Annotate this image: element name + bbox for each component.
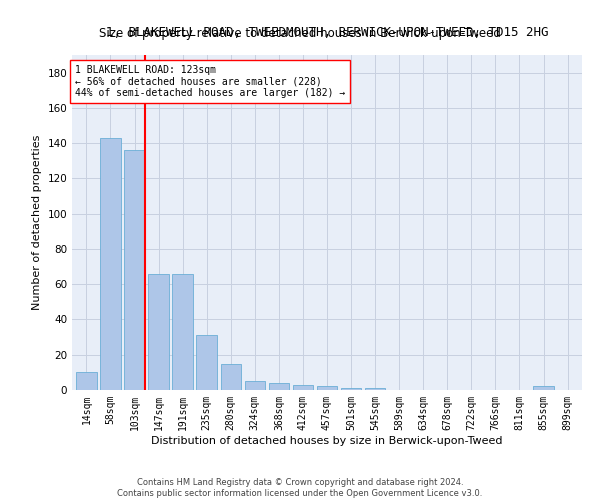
X-axis label: Distribution of detached houses by size in Berwick-upon-Tweed: Distribution of detached houses by size … (151, 436, 503, 446)
Text: 1 BLAKEWELL ROAD: 123sqm
← 56% of detached houses are smaller (228)
44% of semi-: 1 BLAKEWELL ROAD: 123sqm ← 56% of detach… (74, 65, 345, 98)
Bar (269, 383, 289, 390)
Title: 1, BLAKEWELL ROAD, TWEEDMOUTH, BERWICK-UPON-TWEED, TD15 2HG: 1, BLAKEWELL ROAD, TWEEDMOUTH, BERWICK-U… (106, 26, 548, 38)
Bar (533, 386, 554, 390)
Y-axis label: Number of detached properties: Number of detached properties (32, 135, 42, 310)
Bar (172, 274, 193, 390)
Bar (245, 381, 265, 390)
Bar (124, 150, 145, 390)
Bar (293, 384, 313, 390)
Bar (317, 386, 337, 390)
Text: Contains HM Land Registry data © Crown copyright and database right 2024.
Contai: Contains HM Land Registry data © Crown c… (118, 478, 482, 498)
Bar (76, 372, 97, 390)
Bar (221, 364, 241, 390)
Text: Size of property relative to detached houses in Berwick-upon-Tweed: Size of property relative to detached ho… (99, 28, 501, 40)
Bar (365, 388, 385, 390)
Bar (100, 138, 121, 390)
Bar (196, 336, 217, 390)
Bar (148, 274, 169, 390)
Bar (341, 388, 361, 390)
